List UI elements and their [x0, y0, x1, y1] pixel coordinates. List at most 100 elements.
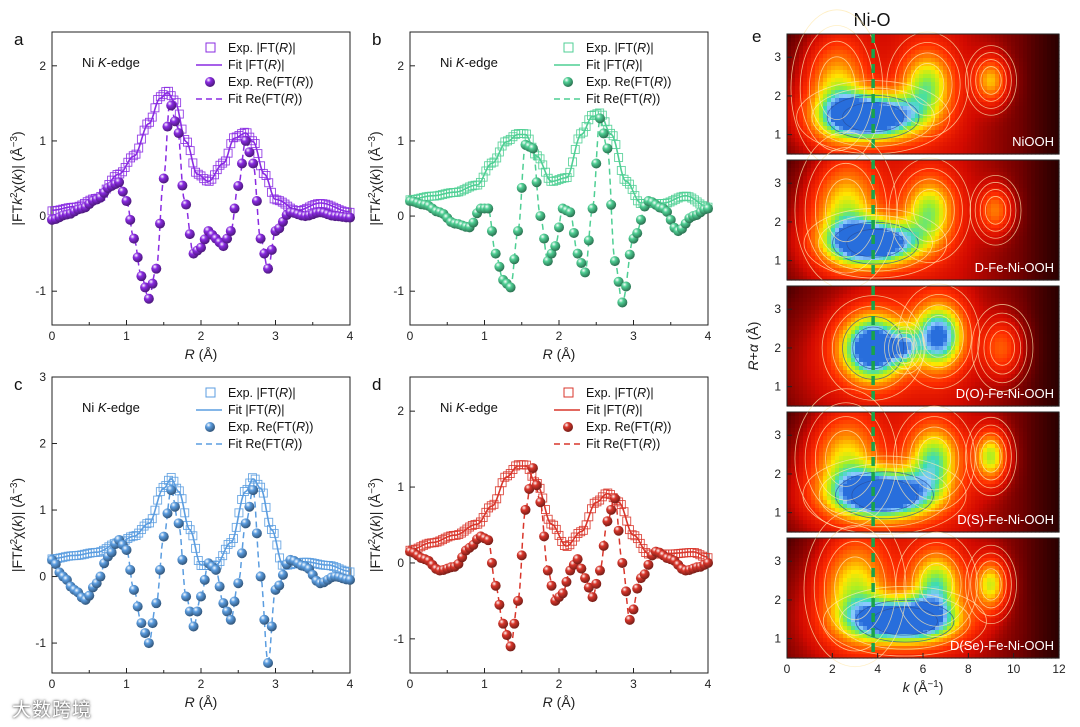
heatmap-cell [859, 172, 864, 177]
heatmap-cell [811, 82, 816, 87]
heatmap-cell [963, 260, 968, 265]
heatmap-cell [1039, 216, 1044, 221]
heatmap-cell [1039, 54, 1044, 59]
heatmap-cell [971, 126, 976, 131]
heatmap-cell [903, 106, 908, 111]
exp-real-point [635, 214, 646, 225]
heatmap-cell [879, 252, 884, 257]
heatmap-cell [907, 260, 912, 265]
heatmap-cell [839, 78, 844, 83]
heatmap-cell [1019, 252, 1024, 257]
heatmap-cell [811, 256, 816, 261]
exp-real-point [621, 281, 632, 292]
heatmap-cell [991, 138, 996, 143]
heatmap-cell [1039, 98, 1044, 103]
legend-label: Fit |FT(R)| [228, 403, 285, 417]
x-tick-label: 0 [49, 677, 56, 691]
heatmap-cell [943, 122, 948, 127]
exp-magnitude-point [183, 137, 192, 147]
heatmap-cell [955, 200, 960, 205]
heatmap-cell [963, 138, 968, 143]
heatmap-cell [1047, 78, 1052, 83]
heatmap-cell [811, 216, 816, 221]
heatmap-cell [787, 58, 792, 63]
heatmap-cell [995, 82, 1000, 87]
heatmap-cell [867, 272, 872, 277]
heatmap-cell [823, 74, 828, 79]
heatmap-cell [955, 58, 960, 63]
heatmap-cell [1035, 184, 1040, 189]
heatmap-cell [927, 146, 932, 151]
x-tick-label: 3 [630, 329, 637, 343]
heatmap-cell [999, 38, 1004, 43]
heatmap-cell [951, 50, 956, 55]
heatmap-cell [883, 176, 888, 181]
heatmap-cell [983, 188, 988, 193]
heatmap-cell [803, 66, 808, 71]
heatmap-cell [819, 34, 824, 39]
heatmap-cell [811, 74, 816, 79]
heatmap-cell [967, 232, 972, 237]
heatmap-cell [811, 180, 816, 185]
heatmap-cell [931, 46, 936, 51]
heatmap-cell [903, 176, 908, 181]
x-tick-label: 3 [272, 329, 279, 343]
heatmap-cell [955, 204, 960, 209]
heatmap-cell [795, 256, 800, 261]
heatmap-cell [915, 58, 920, 63]
heatmap-cell [1043, 58, 1048, 63]
heatmap-cell [1031, 82, 1036, 87]
heatmap-cell [939, 188, 944, 193]
heatmap-cell [1027, 224, 1032, 229]
y-tick-label: -1 [393, 632, 404, 646]
exp-real-point [591, 578, 602, 589]
heatmap-cell [851, 168, 856, 173]
heatmap-cell [795, 268, 800, 273]
heatmap-cell [1043, 54, 1048, 59]
heatmap-cell [1011, 240, 1016, 245]
heatmap-cell [1015, 38, 1020, 43]
heatmap-cell [947, 142, 952, 147]
exp-real-point [613, 276, 624, 287]
exp-real-point [505, 641, 516, 652]
heatmap-cell [895, 130, 900, 135]
exp-real-point [236, 158, 247, 169]
heatmap-cell [967, 176, 972, 181]
heatmap-cell [1015, 172, 1020, 177]
heatmap-cell [887, 160, 892, 165]
heatmap-cell [963, 110, 968, 115]
heatmap-cell [867, 70, 872, 75]
x-tick-label: 4 [705, 329, 712, 343]
heatmap-cell [1031, 114, 1036, 119]
heatmap-cell [791, 126, 796, 131]
heatmap-cell [891, 98, 896, 103]
heatmap-cell [847, 212, 852, 217]
heatmap-cell [1019, 240, 1024, 245]
heatmap-cell [807, 248, 812, 253]
heatmap-cell [1031, 196, 1036, 201]
exp-magnitude-point [475, 177, 485, 187]
heatmap-cell [911, 114, 916, 119]
heatmap-cell [803, 268, 808, 273]
heatmap-cell [903, 58, 908, 63]
heatmap-cell [803, 62, 808, 67]
heatmap-cell [1023, 66, 1028, 71]
heatmap-cell [835, 58, 840, 63]
heatmap-cell [1051, 160, 1056, 165]
heatmap-cell [1039, 50, 1044, 55]
heatmap-cell [835, 62, 840, 67]
heatmap-cell [1047, 244, 1052, 249]
heatmap-cell [847, 196, 852, 201]
heatmap-cell [815, 66, 820, 71]
heatmap-cell [1035, 78, 1040, 83]
heatmap-cell [1035, 86, 1040, 91]
heatmap-cell [967, 46, 972, 51]
heatmap-cell [1011, 114, 1016, 119]
heatmap-cell [951, 70, 956, 75]
heatmap-cell [867, 126, 872, 131]
heatmap-cell [867, 188, 872, 193]
heatmap-cell [927, 34, 932, 39]
heatmap-cell [923, 160, 928, 165]
heatmap-cell [839, 224, 844, 229]
heatmap-cell [999, 126, 1004, 131]
